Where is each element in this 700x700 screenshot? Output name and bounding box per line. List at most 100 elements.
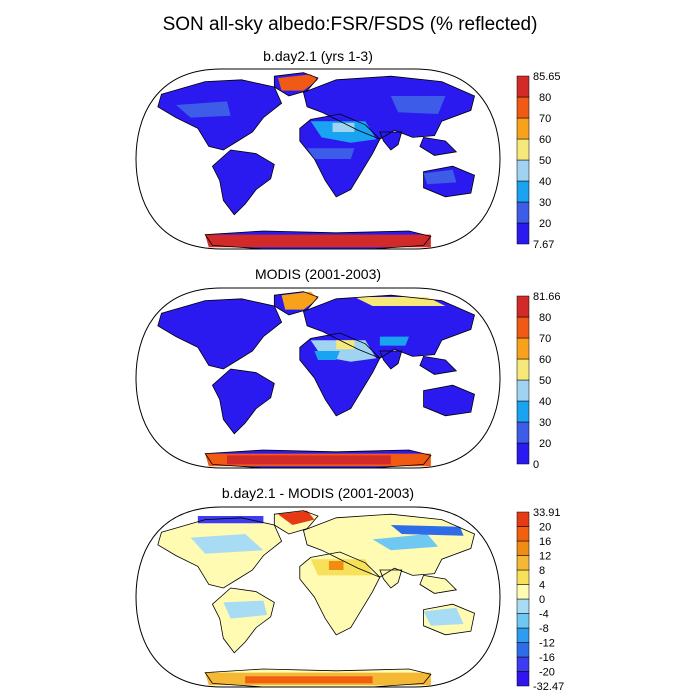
- albedo-region: [223, 600, 268, 619]
- colorbar-tick-label: -4: [539, 609, 549, 621]
- colorbar-box: [516, 642, 530, 658]
- coastline-africa: [299, 113, 381, 198]
- albedo-region: [354, 297, 446, 306]
- colorbar-tick-label: 60: [539, 134, 551, 146]
- albedo-region: [423, 169, 457, 185]
- panel-model-title: b.day2.1 (yrs 1-3): [263, 48, 373, 64]
- continent-seAsia: [419, 575, 457, 594]
- globe-outline: [135, 506, 501, 688]
- coastline-australia: [423, 384, 475, 417]
- colorbar-box: [516, 598, 530, 614]
- albedo-region: [197, 516, 264, 524]
- albedo-region: [379, 336, 409, 346]
- colorbar-box: [516, 584, 530, 600]
- colorbar-box: [516, 379, 530, 402]
- colorbar-min-label: -32.47: [533, 681, 564, 693]
- colorbar-box: [516, 555, 530, 571]
- colorbar-tick-label: 8: [539, 565, 545, 577]
- coastline-australia: [423, 603, 475, 636]
- colorbar-box: [516, 75, 530, 98]
- albedo-region: [281, 291, 318, 310]
- panel-difference: b.day2.1 - MODIS (2001-2003) -20 -16 -12 -8…: [135, 485, 564, 693]
- coastline-southAmerica: [211, 587, 275, 654]
- panel-modis-title: MODIS (2001-2003): [255, 266, 381, 282]
- albedo-region: [277, 74, 318, 91]
- colorbar-box: [516, 613, 530, 629]
- colorbar-tick-label: 12: [539, 551, 551, 563]
- albedo-region: [205, 234, 431, 248]
- colorbar-tick-label: 70: [539, 113, 551, 125]
- colorbar-tick-label: -16: [539, 652, 555, 664]
- coastline-india: [379, 569, 403, 589]
- coastline-northAmerica: [157, 298, 283, 370]
- coastline-africa: [299, 332, 381, 417]
- colorbar-max-label: 33.91: [533, 507, 561, 519]
- colorbar-box: [516, 569, 530, 585]
- colorbar-box: [516, 337, 530, 360]
- colorbar-tick-label: 60: [539, 354, 551, 366]
- colorbar-box: [516, 671, 530, 687]
- coastline-antarctica: [204, 668, 432, 687]
- colorbar-box: [516, 138, 530, 161]
- colorbar-tick-label: 50: [539, 155, 551, 167]
- colorbar-tick-label: 30: [539, 197, 551, 209]
- colorbar-tick-label: 20: [539, 218, 551, 230]
- globe-outline: [135, 287, 501, 469]
- albedo-region: [390, 525, 464, 536]
- colorbar-box: [516, 511, 530, 527]
- figure-title: SON all-sky albedo:FSR/FSDS (% reflected…: [163, 14, 538, 35]
- panel-modis: MODIS (2001-2003) 20 30 40 50 60 70 80 81.66 0: [135, 266, 561, 471]
- coastline-northAmerica: [157, 517, 283, 589]
- panel-difference-title: b.day2.1 - MODIS (2001-2003): [222, 485, 414, 501]
- colorbar-tick-label: 80: [539, 92, 551, 104]
- land-layer: [157, 72, 475, 249]
- coastline-australia: [423, 165, 475, 198]
- colorbar-max-label: 85.65: [533, 71, 561, 83]
- continent-northAmerica: [157, 517, 282, 588]
- coastline-southAmerica: [211, 368, 275, 435]
- albedo-region: [328, 561, 344, 570]
- colorbar-tick-label: -8: [539, 623, 549, 635]
- coastline-seAsia: [419, 574, 458, 594]
- colorbar-box: [516, 117, 530, 140]
- colorbar-box: [516, 295, 530, 318]
- continent-seAsia: [419, 356, 457, 375]
- colorbar-tick-label: 30: [539, 417, 551, 429]
- albedo-region: [390, 96, 446, 114]
- colorbar-box: [516, 316, 530, 339]
- colorbar-max-label: 81.66: [533, 291, 561, 303]
- albedo-region: [307, 148, 355, 159]
- land-layer: [157, 510, 475, 687]
- coastline-antarctica: [204, 449, 432, 468]
- colorbar-tick-label: -20: [539, 667, 555, 679]
- albedo-region: [190, 534, 264, 554]
- coastline-india: [379, 350, 403, 370]
- colorbar-tick-label: 16: [539, 536, 551, 548]
- colorbar-box: [516, 180, 530, 203]
- colorbar-box: [516, 656, 530, 672]
- albedo-region: [372, 534, 439, 551]
- globe-outline: [135, 68, 501, 250]
- colorbar-tick-label: -12: [539, 638, 555, 650]
- albedo-region: [227, 455, 391, 465]
- colorbar-box: [516, 400, 530, 423]
- coastline-india: [379, 131, 403, 151]
- colorbar-box: [516, 442, 530, 465]
- albedo-region: [176, 101, 231, 118]
- albedo-region: [336, 340, 355, 350]
- continent-australia: [423, 385, 475, 416]
- coastline-antarctica: [204, 230, 432, 249]
- coastline-southAmerica: [211, 149, 275, 216]
- land-layer: [157, 291, 475, 468]
- colorbar-tick-label: 50: [539, 375, 551, 387]
- albedo-region: [423, 607, 464, 626]
- colorbar-tick-label: 4: [539, 580, 545, 592]
- coastline-seAsia: [419, 355, 458, 375]
- coastline-northAmerica: [157, 79, 283, 151]
- colorbar-min-label: 7.67: [533, 239, 554, 251]
- panel-model: b.day2.1 (yrs 1-3) 20 30 40 50 60 70 80 85.65 7.…: [135, 48, 561, 251]
- colorbar-min-label: 0: [533, 459, 539, 471]
- albedo-region: [245, 676, 373, 684]
- coastline-africa: [299, 551, 381, 636]
- colorbar-box: [516, 96, 530, 119]
